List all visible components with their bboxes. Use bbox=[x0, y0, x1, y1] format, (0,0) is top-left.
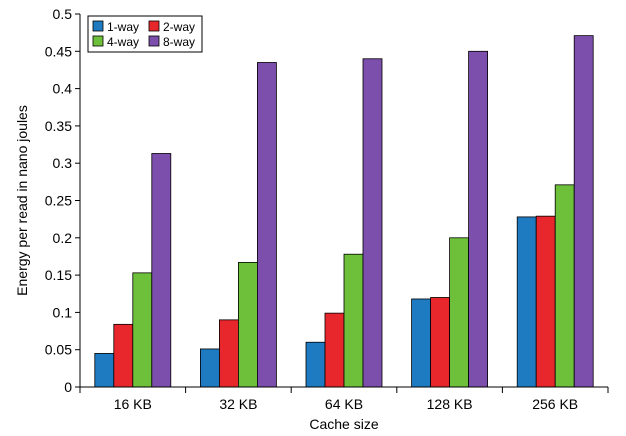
legend-label-2-way: 2-way bbox=[163, 20, 195, 34]
bar-8-way-16KB bbox=[151, 153, 172, 388]
bar-8-way-128KB bbox=[468, 50, 489, 388]
bar-8-way-64KB bbox=[362, 58, 383, 388]
y-tick-label: 0.1 bbox=[53, 304, 73, 320]
x-tick-label: 256 KB bbox=[532, 396, 578, 412]
y-tick-label: 0.4 bbox=[53, 81, 73, 97]
y-tick-label: 0.45 bbox=[45, 43, 72, 59]
y-tick-label: 0 bbox=[64, 379, 72, 395]
bar-2-way-128KB bbox=[430, 297, 451, 388]
legend-label-4-way: 4-way bbox=[107, 35, 139, 49]
legend-label-1-way: 1-way bbox=[107, 20, 139, 34]
bars-group bbox=[94, 35, 594, 388]
y-tick-label: 0.2 bbox=[53, 230, 73, 246]
bar-1-way-128KB bbox=[411, 298, 432, 388]
x-tick-label: 32 KB bbox=[219, 396, 257, 412]
bar-1-way-64KB bbox=[305, 341, 326, 388]
y-axis-ticks: 0 0.05 0.1 0.15 0.2 0.25 0.3 0.35 0.4 0.45 0.5 bbox=[45, 6, 80, 395]
bar-8-way-32KB bbox=[256, 62, 277, 388]
y-tick-label: 0.25 bbox=[45, 193, 72, 209]
y-tick-label: 0.3 bbox=[53, 155, 73, 171]
y-axis-label: Energy per read in nano joules bbox=[14, 105, 30, 296]
bar-2-way-32KB bbox=[218, 319, 239, 388]
bar-4-way-64KB bbox=[343, 253, 364, 388]
y-tick-label: 0.35 bbox=[45, 118, 72, 134]
y-tick-label: 0.05 bbox=[45, 342, 72, 358]
x-tick-label: 128 KB bbox=[427, 396, 473, 412]
bar-4-way-128KB bbox=[449, 237, 470, 388]
bar-1-way-32KB bbox=[199, 348, 220, 388]
bar-4-way-32KB bbox=[237, 262, 258, 388]
bar-4-way-16KB bbox=[132, 272, 153, 388]
bar-8-way-256KB bbox=[573, 35, 594, 388]
bar-2-way-256KB bbox=[535, 215, 556, 388]
legend: 1-way 2-way 4-way 8-way bbox=[87, 15, 203, 53]
bar-2-way-16KB bbox=[113, 323, 134, 388]
legend-box bbox=[87, 15, 203, 53]
bar-1-way-256KB bbox=[516, 216, 537, 388]
y-tick-label: 0.15 bbox=[45, 267, 72, 283]
x-axis-ticks: 16 KB 32 KB 64 KB 128 KB 256 KB bbox=[79, 387, 609, 412]
legend-swatch-4-way bbox=[92, 35, 104, 47]
bar-2-way-64KB bbox=[324, 312, 345, 388]
legend-swatch-8-way bbox=[148, 35, 160, 47]
legend-swatch-1-way bbox=[92, 20, 104, 32]
y-tick-label: 0.5 bbox=[53, 6, 73, 22]
x-tick-label: 64 KB bbox=[325, 396, 363, 412]
legend-swatch-2-way bbox=[148, 20, 160, 32]
legend-label-8-way: 8-way bbox=[163, 35, 195, 49]
bar-4-way-256KB bbox=[554, 184, 575, 388]
bar-1-way-16KB bbox=[94, 353, 115, 388]
x-tick-label: 16 KB bbox=[114, 396, 152, 412]
x-axis-label: Cache size bbox=[309, 416, 378, 432]
